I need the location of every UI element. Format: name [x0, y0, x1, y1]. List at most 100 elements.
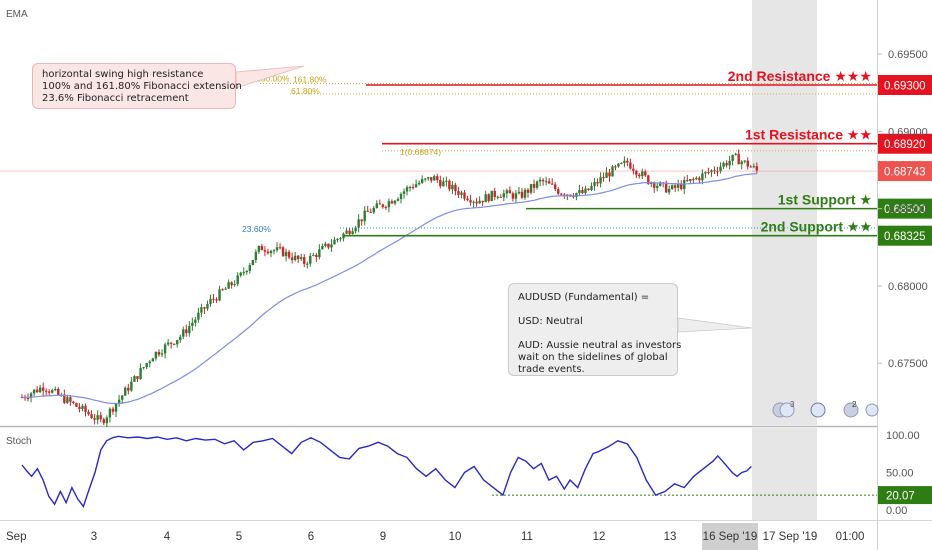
- candle-body: [659, 182, 662, 186]
- candle-body: [520, 191, 524, 198]
- fib-label: 161.80%: [293, 74, 327, 84]
- candle-body: [644, 171, 647, 176]
- candle-body: [200, 307, 203, 313]
- candle-body: [478, 200, 481, 204]
- ema-line: [22, 173, 757, 405]
- time-tick-label: 9: [380, 531, 386, 543]
- candle-body: [336, 238, 339, 240]
- fundamental-aud-2: wait on the sidelines of global: [518, 352, 668, 363]
- note-line-2: 100% and 161.80% Fibonacci extension: [42, 81, 242, 92]
- candle-body: [303, 257, 306, 264]
- candle-body: [300, 257, 303, 260]
- candle-body: [737, 153, 740, 165]
- level-price-tag: [878, 75, 932, 95]
- fib-label: 61.80%: [291, 86, 320, 96]
- candle-body: [169, 342, 173, 344]
- candle-body: [611, 166, 614, 177]
- fundamental-usd: USD: Neutral: [518, 316, 583, 327]
- candle-body: [93, 418, 96, 420]
- candle-body: [254, 251, 258, 260]
- candle-body: [390, 201, 394, 204]
- candle-body: [623, 160, 626, 163]
- candle-body: [287, 251, 291, 258]
- candle-body: [538, 179, 542, 182]
- candle-body: [517, 191, 521, 194]
- right-note-pointer: [677, 317, 753, 333]
- candle-body: [656, 185, 659, 188]
- candle-body: [212, 298, 215, 300]
- candle-body: [746, 160, 749, 167]
- candle-body: [505, 190, 509, 194]
- time-tick-label: 17 Sep '19: [763, 531, 818, 543]
- au-event-icon-2[interactable]: [865, 403, 879, 417]
- candle-body: [722, 162, 725, 167]
- candle-body: [182, 329, 185, 337]
- candle-body: [194, 319, 197, 323]
- candle-body: [99, 415, 102, 420]
- candle-body: [493, 190, 496, 197]
- candle-body: [439, 179, 442, 187]
- calendar-event-icons[interactable]: 3 2: [772, 400, 879, 418]
- candle-body: [263, 250, 267, 252]
- candle-body: [728, 160, 731, 166]
- candle-body: [670, 185, 674, 189]
- candle-body: [375, 203, 379, 208]
- candle-body: [602, 177, 605, 179]
- level-name: 1st Support ★: [778, 192, 872, 208]
- candle-body: [381, 204, 385, 207]
- candle-body: [514, 193, 518, 199]
- candle-body: [102, 419, 105, 424]
- candle-body: [393, 200, 397, 204]
- time-tick-label: 12: [593, 531, 606, 543]
- candle-body: [139, 368, 142, 380]
- au-event-icon[interactable]: [810, 402, 826, 418]
- candle-body: [330, 244, 333, 248]
- candle-body: [544, 181, 548, 183]
- candle-body: [29, 393, 33, 399]
- candle-body: [105, 417, 109, 424]
- ema-indicator-label: EMA: [6, 9, 28, 20]
- candle-body: [650, 182, 653, 184]
- candle-body: [387, 201, 391, 208]
- candle-body: [284, 251, 288, 257]
- candle-body: [677, 184, 680, 188]
- candle-body: [460, 192, 463, 195]
- candle-body: [230, 282, 233, 286]
- time-tick-label: Sep: [6, 531, 26, 543]
- au-flag-event-icon[interactable]: [779, 402, 795, 418]
- candle-body: [749, 166, 752, 168]
- candle-body: [160, 353, 164, 355]
- candle-body: [333, 239, 336, 245]
- level-price-label: 0.68325: [884, 231, 926, 243]
- candle-body: [499, 196, 502, 198]
- price-axis[interactable]: 0.67500 0.68000 0.68500 0.69000 0.69500: [877, 49, 928, 370]
- time-axis[interactable]: Sep 3 4 5 6 9 10 11 12 13 16 Sep '19 17 Sep '19 01:0…: [6, 523, 864, 550]
- candle-body: [242, 272, 245, 274]
- candle-body: [396, 198, 400, 201]
- candle-body: [145, 363, 148, 368]
- candle-body: [414, 184, 418, 188]
- note-line-1: horizontal swing high resistance: [42, 69, 204, 80]
- event-count-badge-2: 2: [852, 400, 857, 409]
- stoch-indicator-label: Stoch: [6, 436, 32, 447]
- event-count-badge: 3: [790, 400, 795, 409]
- us-event-icon[interactable]: [843, 402, 859, 418]
- candle-body: [127, 387, 130, 391]
- candle-body: [423, 178, 427, 180]
- candle-body: [740, 161, 743, 165]
- stoch-value-label: 20.07: [886, 491, 915, 503]
- candle-body: [587, 188, 590, 191]
- candle-body: [578, 190, 581, 194]
- candle-body: [551, 183, 554, 185]
- candle-body: [719, 166, 722, 172]
- candle-body: [716, 171, 719, 173]
- candle-body: [306, 263, 309, 265]
- levels-layer: 2nd Resistance ★★★ 0.69300 1st Resistance …: [0, 68, 932, 246]
- candle-body: [78, 406, 81, 409]
- candle-body: [584, 188, 587, 194]
- candle-body: [399, 193, 403, 199]
- candle-body: [188, 326, 191, 334]
- candle-body: [363, 210, 366, 222]
- time-tick-label: 3: [91, 531, 97, 543]
- candle-body: [38, 387, 42, 393]
